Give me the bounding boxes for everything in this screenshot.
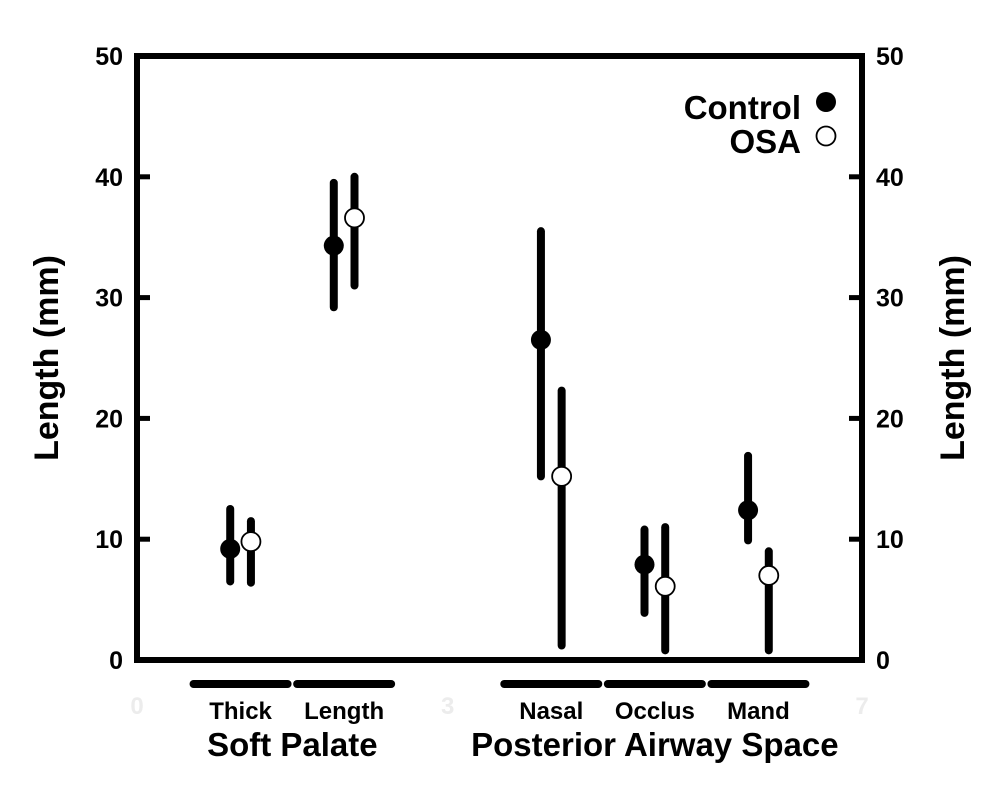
plot-frame (134, 53, 865, 663)
data-point-osa (654, 575, 676, 597)
group-label: Soft Palate (207, 726, 378, 763)
y-tick-label-left: 20 (95, 405, 123, 433)
data-point-osa (240, 531, 262, 553)
legend-label-osa: OSA (729, 123, 801, 160)
category-label: Thick (209, 698, 272, 725)
y-axis-title-right: Length (mm) (934, 255, 972, 461)
data-point-control (530, 329, 551, 350)
x-tick-label-faint: 3 (441, 693, 454, 720)
group-label: Posterior Airway Space (471, 726, 838, 763)
x-tick-label-faint: 0 (130, 693, 143, 720)
data-point-control (323, 235, 344, 256)
x-tick-label-faint: 7 (855, 693, 868, 720)
data-point-control (220, 538, 241, 559)
y-tick-label-right: 20 (876, 405, 904, 433)
y-tick-label-left: 10 (95, 526, 123, 554)
y-tick-label-right: 30 (876, 285, 904, 313)
y-tick-label-left: 30 (95, 285, 123, 313)
category-label: Nasal (519, 698, 583, 725)
y-tick-label-right: 10 (876, 526, 904, 554)
data-point-osa (344, 207, 365, 229)
category-axis: Thick Length Nasal Occlus Mand Soft Palate Pos… (189, 680, 839, 763)
y-tick-label-left: 0 (109, 647, 123, 675)
legend-label-control: Control (684, 89, 801, 126)
y-axis: 0 0 10 10 20 20 30 30 40 40 50 50 (95, 43, 904, 675)
category-label: Occlus (615, 698, 695, 725)
category-label: Length (304, 698, 384, 725)
y-tick-label-left: 50 (95, 43, 123, 71)
data-point-control (738, 500, 759, 521)
legend-marker-open (815, 125, 837, 147)
data-point-osa (758, 565, 780, 586)
y-tick-label-left: 40 (95, 164, 123, 192)
category-label: Mand (727, 698, 790, 725)
faint-x-axis-ticks: 0 3 7 (130, 693, 868, 720)
y-tick-label-right: 0 (876, 647, 890, 675)
y-axis-title-left: Length (mm) (28, 255, 66, 461)
y-tick-label-right: 40 (876, 164, 904, 192)
data-point-control (634, 554, 655, 575)
data-point-osa (551, 465, 573, 487)
legend-marker-filled (816, 92, 836, 112)
y-tick-label-right: 50 (876, 43, 904, 71)
error-bars (226, 172, 773, 655)
data-points (220, 207, 780, 597)
